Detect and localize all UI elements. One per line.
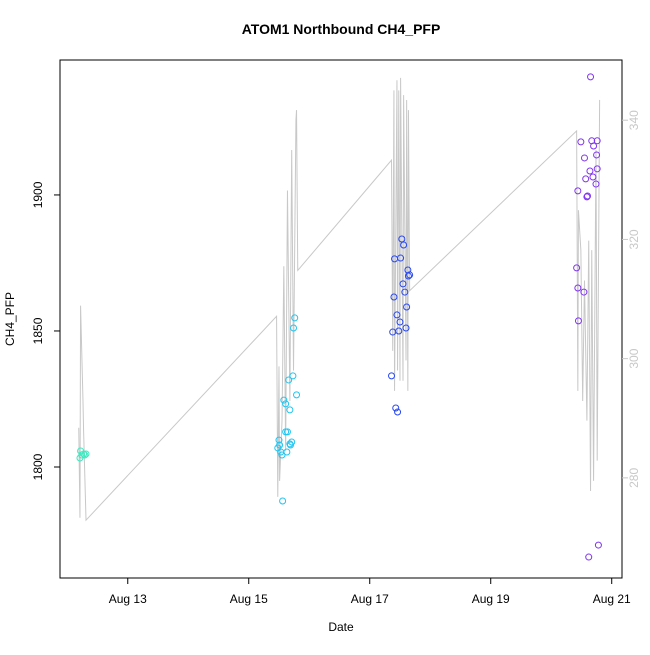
- data-point: [583, 193, 591, 201]
- data-point: [582, 175, 590, 183]
- data-point: [283, 448, 291, 456]
- data-point: [402, 324, 410, 332]
- x-tick-label: Aug 13: [109, 592, 147, 606]
- data-point: [289, 372, 297, 380]
- data-point: [285, 376, 293, 384]
- data-point: [81, 451, 89, 459]
- data-point: [390, 293, 398, 301]
- data-point: [80, 450, 88, 458]
- x-tick-label: Aug 17: [351, 592, 389, 606]
- data-point: [396, 318, 404, 326]
- data-point: [404, 272, 412, 280]
- data-point: [593, 165, 601, 173]
- data-point: [593, 137, 601, 145]
- y-tick-label: 1900: [31, 181, 45, 208]
- data-point: [403, 303, 411, 311]
- data-point: [574, 187, 582, 195]
- data-point: [293, 391, 301, 399]
- data-point: [283, 428, 291, 436]
- data-point: [589, 173, 597, 181]
- data-point: [574, 284, 582, 292]
- data-point: [590, 142, 598, 150]
- data-point: [290, 324, 298, 332]
- y-tick-label: 1850: [31, 317, 45, 344]
- data-point: [592, 180, 600, 188]
- data-point: [585, 553, 593, 561]
- data-point: [276, 441, 284, 449]
- data-point: [593, 151, 601, 159]
- x-tick-label: Aug 15: [230, 592, 268, 606]
- data-point: [574, 317, 582, 325]
- y2-tick-label: 280: [627, 468, 641, 488]
- data-point: [594, 541, 602, 549]
- data-point: [577, 138, 585, 146]
- chart-title: ATOM1 Northbound CH4_PFP: [242, 21, 441, 37]
- data-line: [78, 77, 601, 522]
- y2-tick-label: 300: [627, 348, 641, 368]
- data-point: [279, 497, 287, 505]
- data-point: [392, 404, 400, 412]
- data-point: [82, 450, 90, 458]
- data-point: [291, 314, 299, 322]
- x-tick-label: Aug 21: [593, 592, 631, 606]
- x-axis-label: Date: [328, 620, 354, 634]
- y2-tick-label: 340: [627, 110, 641, 130]
- data-point: [586, 167, 594, 175]
- data-point: [388, 372, 396, 380]
- y-tick-label: 1800: [31, 453, 45, 480]
- data-point: [406, 271, 414, 279]
- data-point: [78, 451, 86, 459]
- data-point: [278, 451, 286, 459]
- data-point: [395, 327, 403, 335]
- data-point: [394, 408, 402, 416]
- plot-box: [59, 59, 623, 579]
- data-point: [580, 288, 588, 296]
- data-point: [286, 406, 294, 414]
- y2-tick-label: 320: [627, 229, 641, 249]
- data-point: [587, 73, 595, 81]
- data-point: [393, 311, 401, 319]
- data-point: [282, 428, 290, 436]
- data-point: [580, 154, 588, 162]
- data-point: [280, 396, 288, 404]
- data-point: [400, 241, 408, 249]
- x-tick-label: Aug 19: [472, 592, 510, 606]
- data-point: [401, 288, 409, 296]
- data-point: [584, 192, 592, 200]
- data-point: [397, 254, 405, 262]
- data-point: [399, 280, 407, 288]
- y-axis-label: CH4_PFP: [3, 292, 17, 346]
- data-point: [282, 400, 290, 408]
- data-point: [288, 438, 296, 446]
- data-point: [573, 264, 581, 272]
- data-point: [275, 436, 283, 444]
